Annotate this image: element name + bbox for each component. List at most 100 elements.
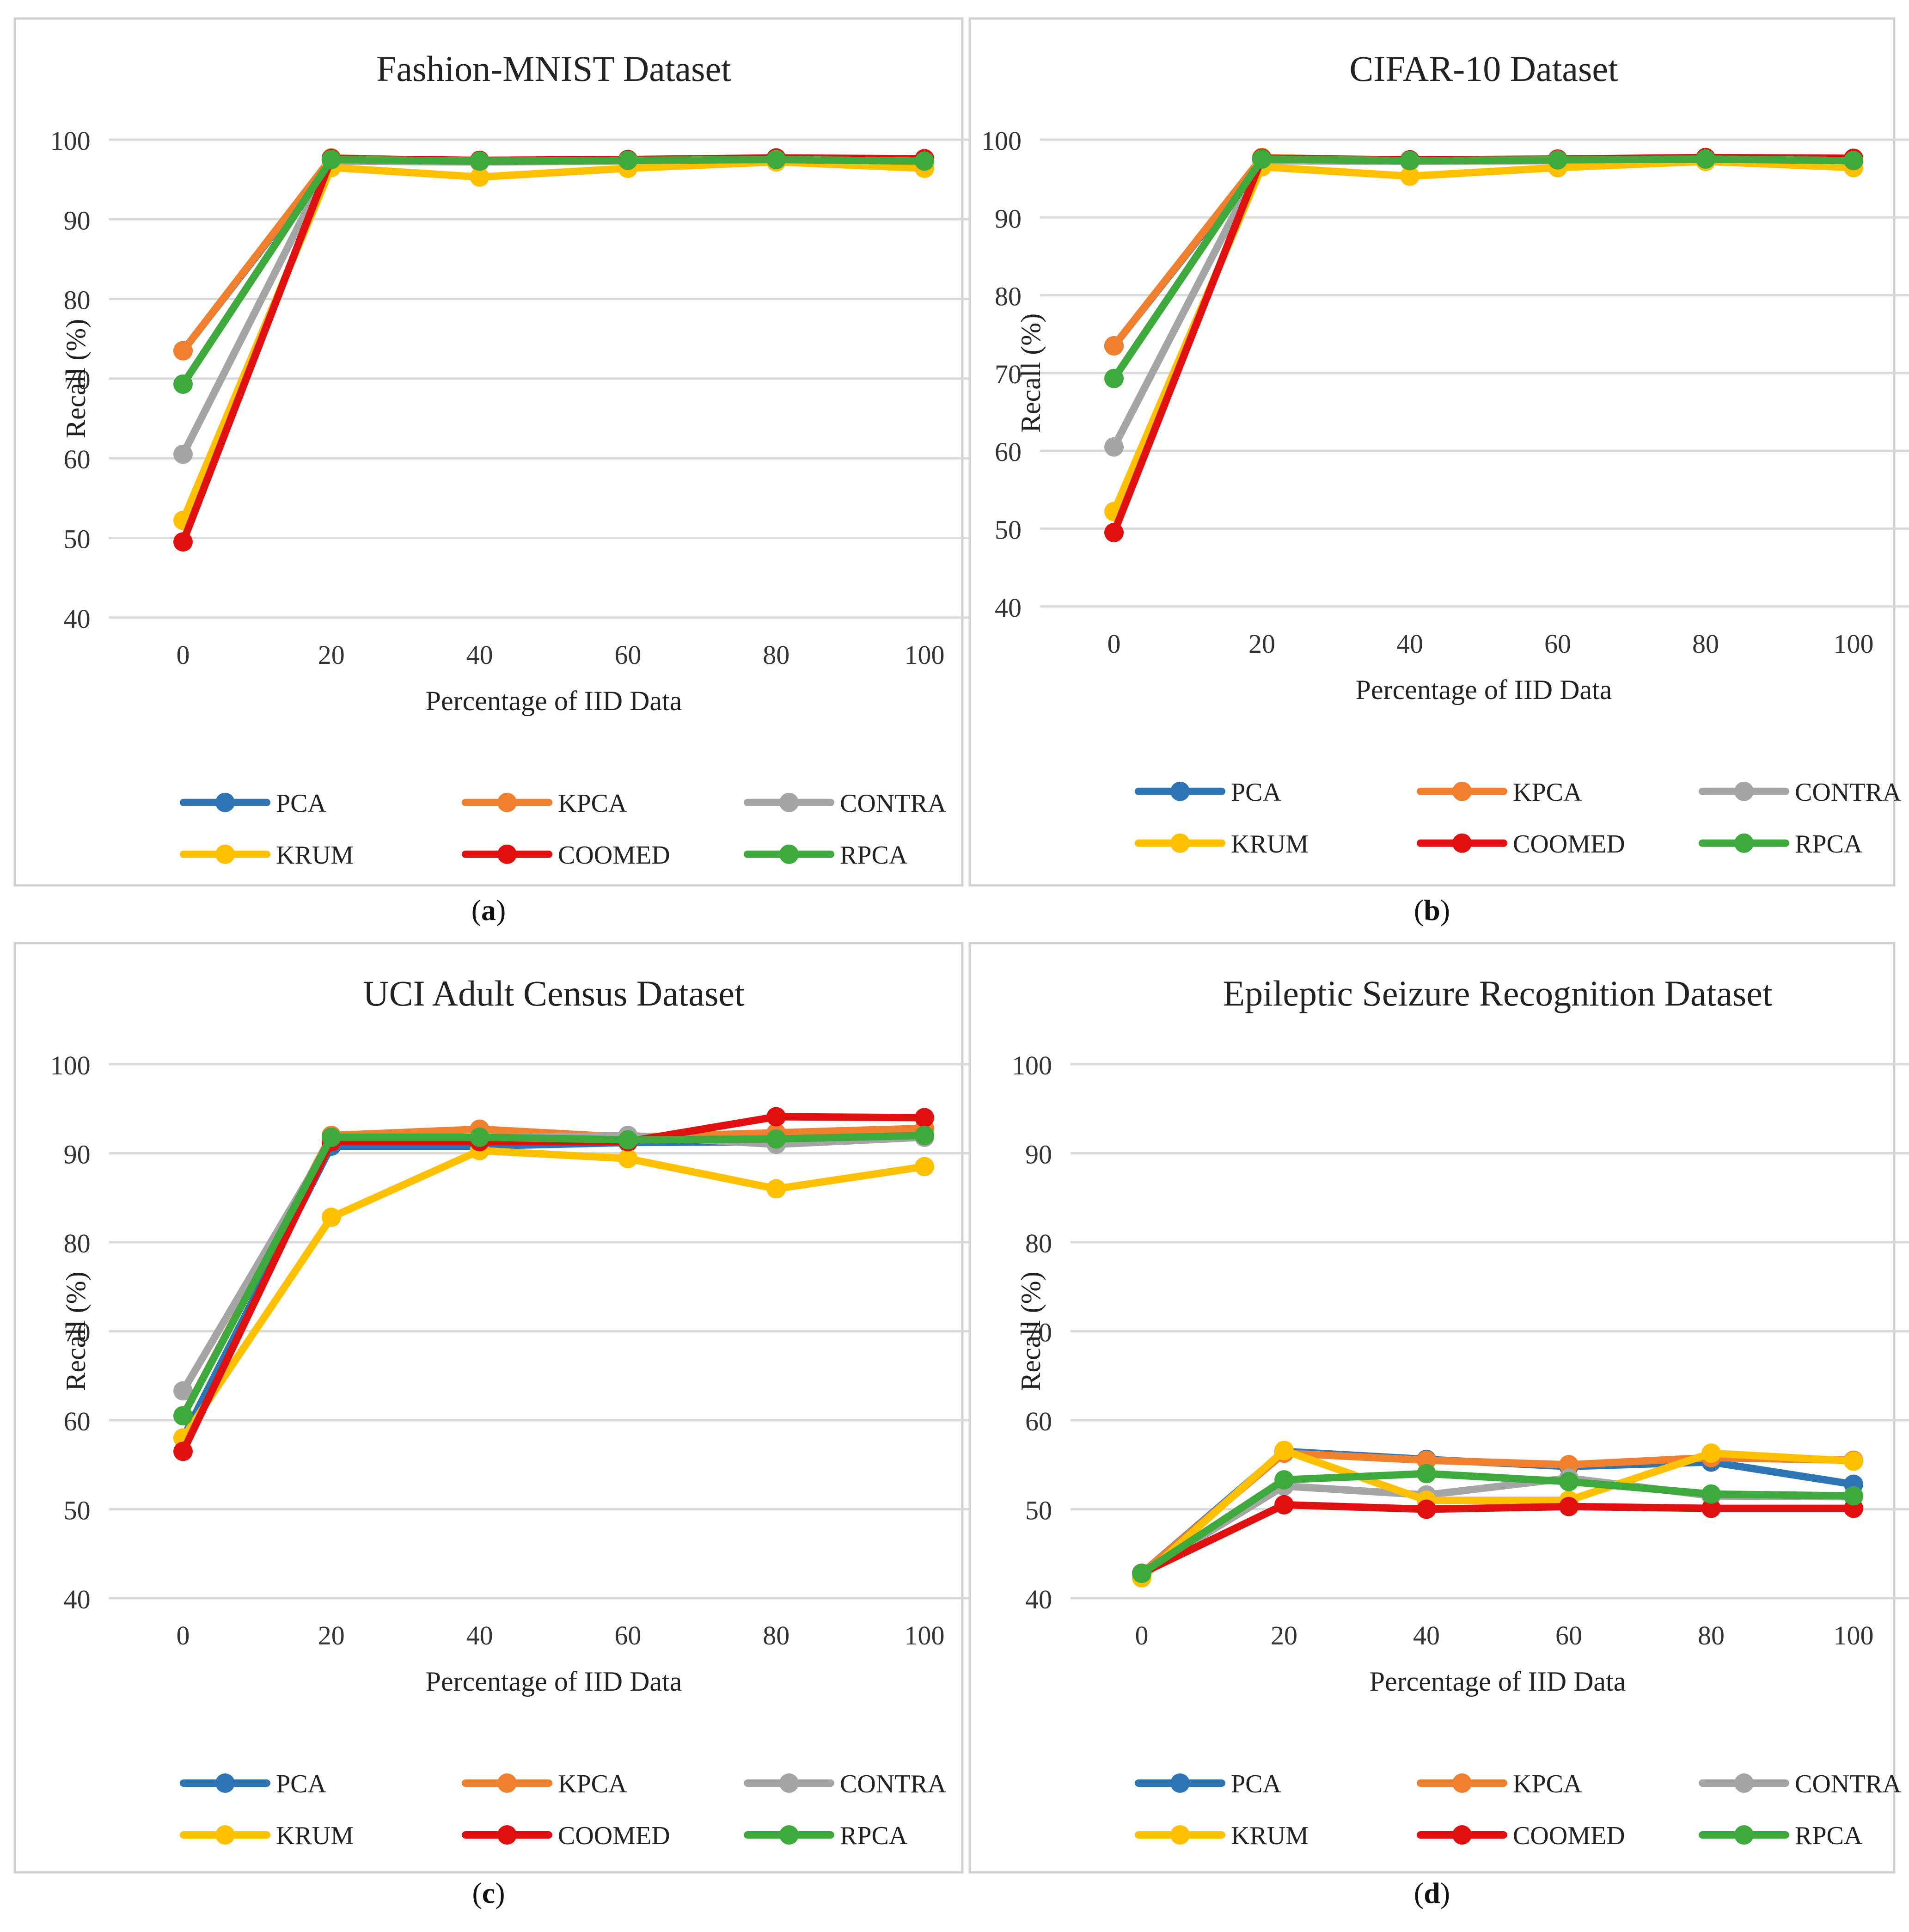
y-tick-label: 70	[995, 359, 1022, 389]
x-tick-label: 40	[466, 1620, 493, 1650]
data-point-kpca-40	[1417, 1450, 1436, 1470]
data-point-rpca-100	[915, 1126, 934, 1145]
x-tick-label: 40	[466, 640, 493, 670]
panel-frame	[968, 942, 1896, 1874]
x-tick-label: 80	[1698, 1620, 1725, 1650]
legend-item-contra[interactable]: CONTRA	[1699, 778, 1902, 807]
x-tick-label: 0	[177, 1620, 190, 1650]
y-tick-label: 100	[1012, 1050, 1052, 1080]
x-tick-label: 0	[1135, 1620, 1149, 1650]
legend-item-rpca[interactable]: RPCA	[744, 1822, 908, 1850]
y-tick-label: 70	[64, 365, 91, 395]
y-tick-label: 90	[64, 205, 91, 235]
data-point-rpca-20	[321, 150, 341, 170]
legend-item-kpca[interactable]: KPCA	[462, 789, 627, 818]
legend-label: KRUM	[276, 841, 354, 870]
y-axis-title: Recall (%)	[1016, 313, 1046, 433]
x-axis-title: Percentage of IID Data	[1356, 675, 1612, 705]
x-tick-label: 60	[1544, 629, 1571, 659]
legend-item-kpca[interactable]: KPCA	[462, 1770, 627, 1798]
legend-item-contra[interactable]: CONTRA	[744, 789, 947, 818]
legend-swatch-marker	[779, 792, 799, 812]
y-tick-label: 90	[995, 203, 1022, 233]
legend-item-coomed[interactable]: COOMED	[1417, 1822, 1625, 1850]
series-rpca	[1132, 1464, 1863, 1583]
y-tick-label: 50	[1025, 1496, 1052, 1526]
legend-item-coomed[interactable]: COOMED	[462, 841, 670, 870]
data-point-kpca-0	[1104, 336, 1124, 356]
series-rpca	[173, 1126, 934, 1426]
x-tick-label: 20	[318, 640, 345, 670]
x-tick-label: 20	[318, 1620, 345, 1650]
x-tick-label: 20	[1248, 629, 1275, 659]
y-tick-label: 60	[64, 444, 91, 474]
data-point-krum-100	[1844, 1451, 1863, 1471]
data-point-coomed-80	[766, 1107, 786, 1127]
legend-label: KPCA	[1513, 778, 1582, 807]
series-line-rpca	[1110, 155, 1857, 382]
series-line-coomed	[1138, 1501, 1857, 1577]
legend-swatch-marker	[215, 844, 235, 864]
legend-label: PCA	[1231, 778, 1281, 807]
legend-item-krum[interactable]: KRUM	[180, 1822, 354, 1850]
legend-label: CONTRA	[1795, 1770, 1902, 1798]
data-point-krum-80	[766, 1179, 786, 1199]
chart-panel-d: Epileptic Seizure Recognition Dataset 40 5…	[968, 942, 1909, 1909]
data-point-rpca-0	[1132, 1564, 1151, 1583]
legend-item-pca[interactable]: PCA	[180, 1770, 326, 1798]
y-axis-title: Recall (%)	[61, 319, 91, 438]
data-point-rpca-60	[1548, 150, 1567, 170]
y-tick-label: 60	[1025, 1406, 1052, 1436]
legend-label: KPCA	[558, 789, 627, 818]
y-tick-label: 80	[64, 1228, 91, 1258]
legend-label: RPCA	[840, 1822, 908, 1850]
legend-item-pca[interactable]: PCA	[1135, 1770, 1281, 1798]
data-point-rpca-20	[321, 1127, 341, 1147]
legend-label: CONTRA	[1795, 778, 1902, 807]
series-line-rpca	[179, 156, 928, 388]
x-tick-label: 60	[614, 1620, 641, 1650]
legend-item-coomed[interactable]: COOMED	[1417, 830, 1625, 859]
legend-item-krum[interactable]: KRUM	[1135, 830, 1309, 859]
legend-item-coomed[interactable]: COOMED	[462, 1822, 670, 1850]
data-point-contra-0	[1104, 437, 1124, 457]
legend-item-contra[interactable]: CONTRA	[744, 1770, 947, 1798]
data-point-rpca-100	[1844, 1486, 1863, 1506]
legend-swatch-marker	[1170, 1773, 1190, 1793]
legend-swatch-marker	[497, 844, 517, 864]
y-tick-label: 50	[64, 1496, 91, 1526]
x-axis-title: Percentage of IID Data	[426, 1666, 682, 1697]
legend-swatch-marker	[1452, 1773, 1472, 1793]
data-point-rpca-80	[1696, 149, 1715, 169]
legend-swatch-marker	[1452, 781, 1472, 801]
legend-item-kpca[interactable]: KPCA	[1417, 1770, 1582, 1798]
legend-item-rpca[interactable]: RPCA	[1699, 830, 1863, 859]
x-tick-label: 80	[763, 1620, 789, 1650]
legend-swatch-marker	[497, 1825, 517, 1845]
legend-item-kpca[interactable]: KPCA	[1417, 778, 1582, 807]
y-tick-label: 100	[50, 126, 91, 156]
y-tick-label: 80	[995, 282, 1022, 312]
y-tick-label: 100	[50, 1050, 91, 1080]
data-point-rpca-40	[470, 1127, 489, 1147]
series-line-krum	[1138, 1447, 1857, 1582]
data-point-krum-100	[915, 1157, 934, 1177]
data-point-krum-60	[618, 1149, 638, 1169]
legend-item-pca[interactable]: PCA	[180, 789, 326, 818]
data-point-coomed-60	[1559, 1497, 1579, 1516]
y-tick-label: 80	[64, 285, 91, 315]
y-tick-label: 40	[64, 604, 91, 634]
legend-label: COOMED	[558, 1822, 670, 1850]
data-point-rpca-100	[915, 151, 934, 171]
y-tick-label: 70	[1025, 1318, 1052, 1348]
legend-item-rpca[interactable]: RPCA	[1699, 1822, 1863, 1850]
chart-panel-b: CIFAR-10 Dataset 40 50 60 70 80 90 100 0 20 40 60 80…	[968, 17, 1909, 926]
legend-item-krum[interactable]: KRUM	[180, 841, 354, 870]
legend-item-contra[interactable]: CONTRA	[1699, 1770, 1902, 1798]
series-rpca	[1104, 149, 1863, 388]
legend-item-krum[interactable]: KRUM	[1135, 1822, 1309, 1850]
legend-item-rpca[interactable]: RPCA	[744, 841, 908, 870]
data-point-contra-0	[173, 444, 193, 464]
legend-label: KRUM	[276, 1822, 354, 1850]
legend-item-pca[interactable]: PCA	[1135, 778, 1281, 807]
